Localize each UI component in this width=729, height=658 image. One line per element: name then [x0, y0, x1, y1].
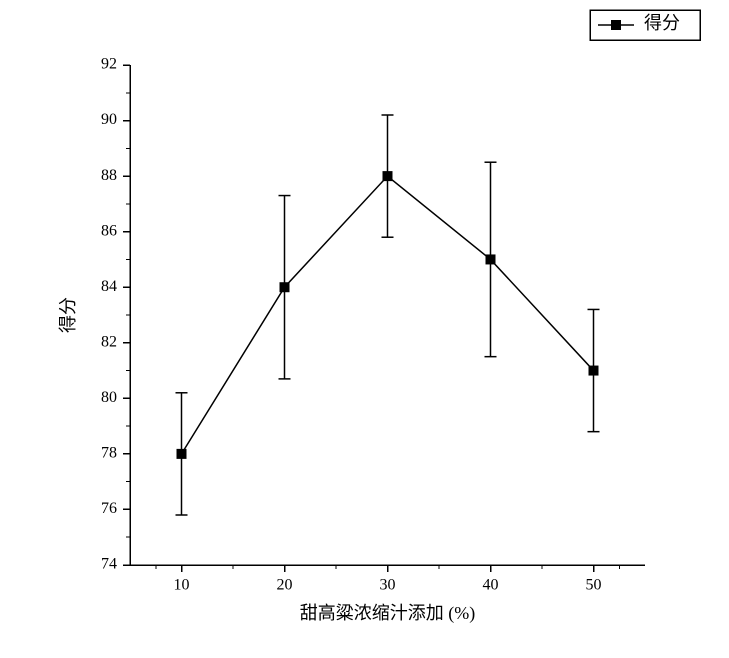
- y-axis-label: 得分: [58, 297, 78, 333]
- x-tick-label: 40: [483, 577, 499, 594]
- y-tick-label: 74: [101, 556, 117, 573]
- y-tick-label: 82: [101, 333, 117, 350]
- y-tick-label: 80: [101, 389, 117, 406]
- x-tick-label: 50: [586, 577, 602, 594]
- y-tick-label: 76: [101, 500, 117, 517]
- data-marker: [177, 449, 187, 459]
- x-tick-label: 10: [174, 577, 190, 594]
- x-tick-label: 30: [380, 577, 396, 594]
- y-tick-label: 84: [101, 278, 117, 295]
- x-axis-label: 甜高粱浓缩汁添加 (%): [300, 603, 475, 624]
- y-tick-label: 78: [101, 445, 117, 462]
- y-tick-label: 88: [101, 167, 117, 184]
- y-tick-label: 92: [101, 56, 117, 73]
- y-tick-label: 86: [101, 222, 117, 239]
- data-marker: [486, 254, 496, 264]
- data-marker: [383, 171, 393, 181]
- data-marker: [280, 282, 290, 292]
- legend-marker-sample: [611, 20, 621, 30]
- legend-label: 得分: [644, 13, 680, 33]
- x-tick-label: 20: [277, 577, 293, 594]
- data-marker: [589, 366, 599, 376]
- y-tick-label: 90: [101, 111, 117, 128]
